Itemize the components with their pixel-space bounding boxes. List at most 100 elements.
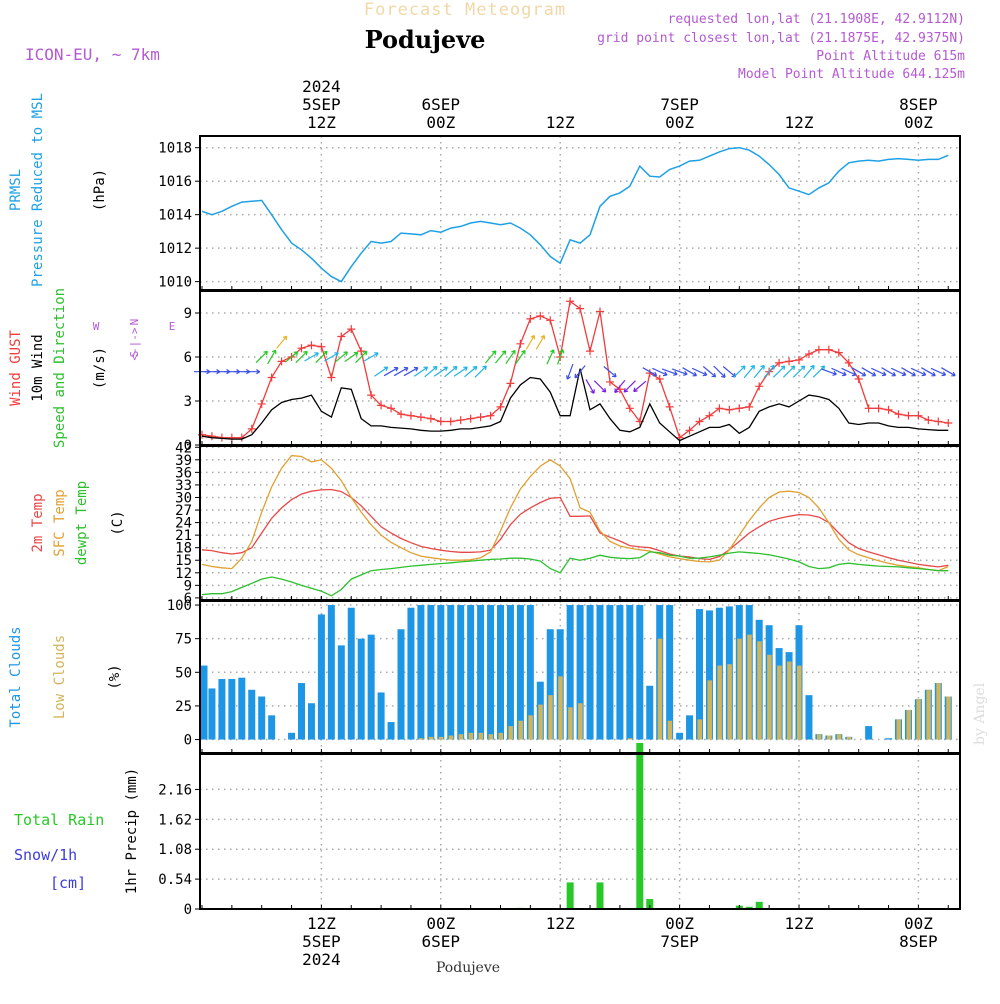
total-clouds-bar bbox=[337, 645, 345, 740]
wind-direction-arrow bbox=[515, 349, 526, 364]
gust-marker bbox=[466, 414, 475, 423]
total-clouds-bar bbox=[646, 685, 654, 740]
wind-direction-arrow bbox=[474, 365, 487, 378]
unit-label: (m/s) bbox=[92, 347, 108, 389]
y-tick-label: 1010 bbox=[158, 275, 192, 291]
wind-direction-arrow bbox=[374, 366, 389, 377]
y-tick-label: 9 bbox=[184, 306, 192, 322]
top-hour-label: 00Z bbox=[426, 113, 455, 132]
total-clouds-bar bbox=[686, 715, 694, 740]
total-clouds-bar bbox=[327, 605, 335, 740]
wind-direction-arrow bbox=[803, 364, 815, 379]
wind-direction-arrow bbox=[614, 379, 626, 394]
total-clouds-bar bbox=[696, 609, 703, 740]
compass-west: W bbox=[93, 320, 100, 333]
unit-label: (hPa) bbox=[92, 169, 108, 211]
total-clouds-bar bbox=[885, 738, 893, 740]
low-clouds-bar bbox=[458, 734, 464, 740]
total-clouds-bar bbox=[467, 605, 475, 740]
wind-direction-arrow bbox=[494, 350, 507, 364]
gust-marker bbox=[357, 347, 366, 356]
wind-direction-arrow bbox=[851, 367, 867, 377]
gust-marker bbox=[844, 358, 853, 367]
low-clouds-bar bbox=[747, 634, 752, 740]
wind-direction-arrow bbox=[861, 367, 877, 377]
total-clouds-bar bbox=[208, 688, 216, 740]
y-tick-label: 1.08 bbox=[158, 842, 192, 858]
wind-direction-arrow bbox=[344, 351, 359, 363]
gust-marker bbox=[775, 358, 784, 367]
wind-direction-arrow bbox=[763, 364, 775, 379]
total-clouds-bar bbox=[417, 605, 425, 740]
total-clouds-bar bbox=[616, 605, 624, 740]
gust-marker bbox=[804, 350, 813, 359]
low-clouds-bar bbox=[508, 726, 513, 740]
gust-marker bbox=[924, 416, 933, 425]
y-tick-label: 42 bbox=[175, 440, 192, 456]
low-clouds-bar bbox=[936, 683, 941, 740]
wind-direction-arrow bbox=[671, 368, 688, 376]
low-clouds-bar bbox=[438, 736, 444, 740]
wind-direction-arrow bbox=[285, 351, 299, 363]
bottom-hour-label: 12Z bbox=[785, 914, 814, 933]
wind-direction-arrow bbox=[304, 352, 319, 362]
gust-marker bbox=[834, 348, 843, 357]
y-tick-label: 9 bbox=[184, 578, 192, 594]
wind-direction-arrow bbox=[546, 349, 555, 365]
gust-marker bbox=[347, 325, 356, 334]
gust-marker bbox=[576, 304, 585, 313]
gust-marker bbox=[397, 410, 405, 419]
wind-direction-arrow bbox=[713, 365, 726, 378]
wind-direction-arrow bbox=[255, 350, 268, 364]
low-clouds-bar bbox=[418, 738, 424, 740]
bottom-date-label: 8SEP bbox=[899, 932, 938, 951]
low-clouds-bar bbox=[836, 734, 842, 740]
gust-marker bbox=[496, 402, 505, 411]
y-tick-label: 1016 bbox=[158, 174, 192, 190]
gust-marker bbox=[715, 404, 724, 413]
wind-direction-arrow bbox=[324, 352, 339, 362]
wind-direction-arrow bbox=[753, 364, 765, 379]
top-hour-label: 12Z bbox=[785, 113, 814, 132]
gust-marker bbox=[934, 417, 943, 426]
y-tick-label: 15 bbox=[175, 553, 192, 569]
gust-marker bbox=[735, 404, 744, 413]
gust-marker bbox=[745, 402, 754, 411]
gust-marker bbox=[685, 426, 694, 435]
wind-direction-arrow bbox=[383, 366, 399, 377]
low-clouds-bar bbox=[906, 709, 911, 740]
gust-marker bbox=[277, 357, 286, 366]
wind-direction-arrow bbox=[585, 379, 595, 394]
wind10m-line bbox=[201, 368, 949, 442]
gust-marker bbox=[625, 404, 634, 413]
panel-label: SFC Temp bbox=[52, 489, 68, 556]
panel-label: Low Clouds bbox=[52, 635, 68, 719]
compass-north: N bbox=[128, 319, 141, 326]
gust-marker bbox=[526, 314, 535, 323]
total-clouds-bar bbox=[447, 605, 455, 740]
total-clouds-bar bbox=[407, 607, 415, 740]
gust-marker bbox=[516, 339, 525, 348]
gust-marker bbox=[456, 416, 465, 425]
wind-direction-arrow bbox=[505, 349, 516, 364]
y-tick-label: 1012 bbox=[158, 241, 192, 257]
gust-marker bbox=[436, 417, 445, 426]
rain-bar bbox=[566, 882, 574, 909]
total-clouds-bar bbox=[357, 638, 365, 740]
wind-direction-arrow bbox=[881, 367, 897, 377]
total-clouds-bar bbox=[566, 605, 574, 740]
bottom-hour-label: 12Z bbox=[307, 914, 336, 933]
low-clouds-bar bbox=[727, 664, 732, 740]
unit-label: 1hr Precip (mm) bbox=[124, 768, 140, 894]
dewpoint-line bbox=[201, 551, 949, 597]
compass-axis: <-|-> bbox=[128, 327, 141, 360]
grid-layer bbox=[200, 136, 960, 910]
wind-direction-arrow bbox=[276, 335, 288, 349]
panel-label: 2m Temp bbox=[30, 493, 46, 552]
wind-direction-arrow bbox=[661, 368, 678, 376]
gust-marker bbox=[795, 355, 803, 364]
y-tick-label: 33 bbox=[175, 478, 192, 494]
low-clouds-bar bbox=[707, 680, 712, 740]
total-clouds-bar bbox=[506, 605, 514, 740]
pressure-line bbox=[201, 146, 949, 283]
